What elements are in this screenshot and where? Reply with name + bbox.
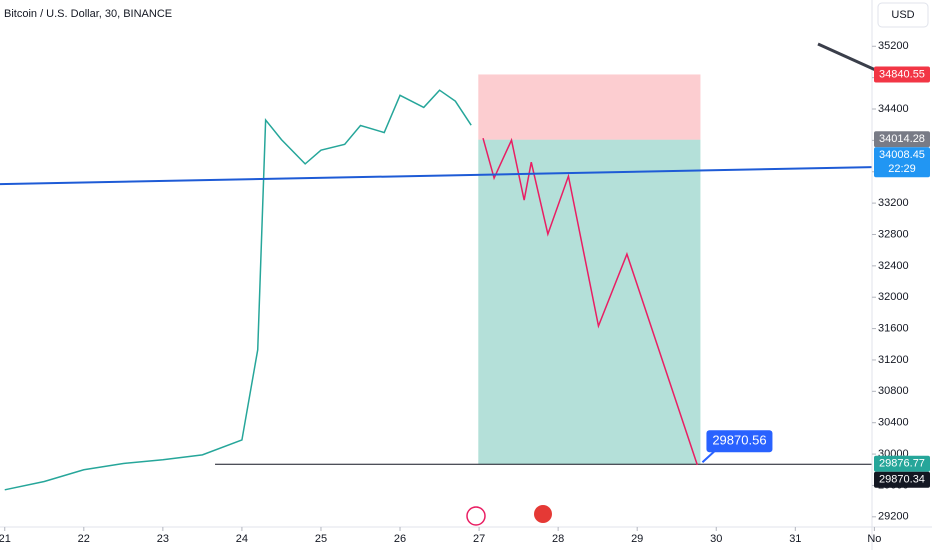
y-tick-label: 30400 <box>878 417 909 429</box>
annotation-box <box>706 430 773 453</box>
price-badge <box>874 131 930 148</box>
price-label: 29876.77 <box>879 458 925 470</box>
chart-title: Bitcoin / U.S. Dollar, 30, BINANCE <box>4 8 172 20</box>
target-zone <box>478 139 701 465</box>
x-tick-label: 27 <box>473 533 485 545</box>
x-tick-label: 30 <box>710 533 722 545</box>
series-line <box>4 89 472 491</box>
y-tick-label: 35200 <box>878 40 909 52</box>
drawing-line <box>817 42 881 74</box>
y-tick-label: 32000 <box>878 291 909 303</box>
x-tick-label: 31 <box>789 533 801 545</box>
x-tick-label: 24 <box>236 533 248 545</box>
y-tick-label: 33200 <box>878 197 909 209</box>
event-icon[interactable] <box>534 505 552 523</box>
x-tick-label: 21 <box>0 533 11 545</box>
x-tick-label: 25 <box>315 533 327 545</box>
annotation-pointer <box>701 450 716 463</box>
y-tick-label: 32400 <box>878 260 909 272</box>
event-icon[interactable] <box>466 506 486 526</box>
y-tick-label: 31600 <box>878 322 909 334</box>
y-tick-label: 34400 <box>878 103 909 115</box>
stop-zone <box>478 74 701 140</box>
currency: USD <box>891 9 914 21</box>
price-label: 34840.55 <box>879 68 925 80</box>
y-tick-label: 30800 <box>878 385 909 397</box>
plot-area <box>0 74 873 491</box>
x-tick-label: 26 <box>394 533 406 545</box>
x-tick-label: No <box>867 533 881 545</box>
price-badge <box>874 471 930 488</box>
y-tick-label: 32800 <box>878 228 909 240</box>
x-tick-label: 28 <box>552 533 564 545</box>
y-tick-label: 29200 <box>878 511 909 523</box>
currency-button[interactable] <box>877 2 929 28</box>
price-badge <box>874 66 930 83</box>
price-sublabel: 22:29 <box>888 163 916 175</box>
price-label: 34008.45 <box>879 149 925 161</box>
series-line <box>0 166 873 186</box>
price-label: 29870.34 <box>879 474 925 486</box>
series-line <box>482 137 698 466</box>
price-badge <box>874 455 930 472</box>
annotation-text: 29870.56 <box>712 433 766 448</box>
price-badge <box>874 147 930 178</box>
x-tick-label: 29 <box>631 533 643 545</box>
x-tick-label: 23 <box>157 533 169 545</box>
price-label: 34014.28 <box>879 133 925 145</box>
x-tick-label: 22 <box>78 533 90 545</box>
y-tick-label: 31200 <box>878 354 909 366</box>
